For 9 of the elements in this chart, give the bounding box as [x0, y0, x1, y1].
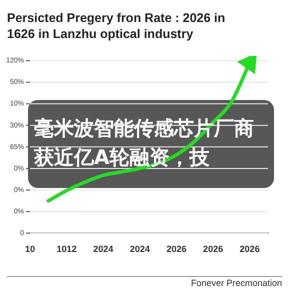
chart-title: Persicted Pregery fron Rate : 2026 in 1626 in Lanzhu optical industry [7, 10, 226, 42]
text: Fonever Precmonation [190, 278, 282, 288]
x-tick-label: 2026 [166, 244, 186, 254]
x-tick-label: 2026 [240, 244, 260, 254]
x-tick-label: 2024 [130, 244, 150, 254]
x-tick-label: 2026 [203, 244, 224, 254]
x-tick-label: 2024 [93, 244, 114, 254]
x-tick-label: 1012 [56, 244, 77, 254]
x-tick-label: 10 [24, 244, 36, 254]
